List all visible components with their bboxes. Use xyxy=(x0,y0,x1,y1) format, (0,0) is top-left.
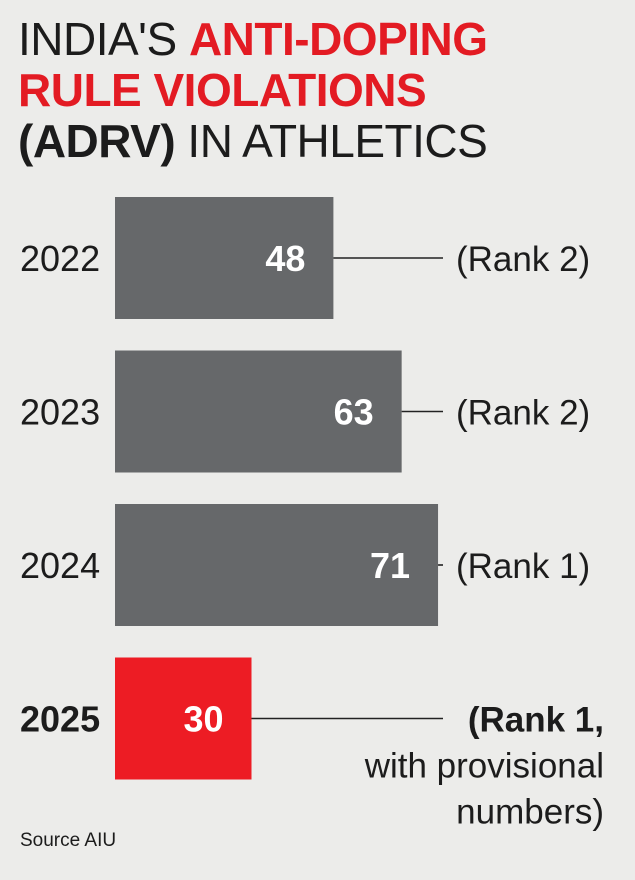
bar-2022 xyxy=(115,197,334,319)
bar-2023 xyxy=(115,350,402,473)
bar-2024 xyxy=(115,504,439,626)
rank-annotation-2023: (Rank 2) xyxy=(456,394,590,433)
rank-annotation-2025-line-2: with provisional xyxy=(364,747,604,786)
value-label-2025: 30 xyxy=(183,699,223,740)
year-label-2022: 2022 xyxy=(20,238,100,279)
rank-annotation-2025-line-3: numbers) xyxy=(456,793,604,832)
rank-annotation-2024: (Rank 1) xyxy=(456,547,590,586)
value-label-2022: 48 xyxy=(265,238,305,279)
bar-2025 xyxy=(115,657,252,780)
title-part-1: INDIA'S xyxy=(18,13,189,65)
rank-annotation-2022: (Rank 2) xyxy=(456,240,590,279)
source-note: Source AIU xyxy=(20,830,117,851)
value-label-2024: 71 xyxy=(370,545,410,586)
chart-title: INDIA'S ANTI-DOPING RULE VIOLATIONS (ADRV)… xyxy=(18,14,618,167)
year-label-2025: 2025 xyxy=(20,699,100,740)
year-label-2024: 2024 xyxy=(20,545,100,586)
title-part-2: ANTI-DOPING xyxy=(188,13,488,65)
rank-annotation-2025-line-1: (Rank 1, xyxy=(468,701,604,740)
title-part-3: RULE VIOLATIONS xyxy=(18,64,427,116)
value-label-2023: 63 xyxy=(334,392,374,433)
title-part-5: IN ATHLETICS xyxy=(175,115,488,167)
year-label-2023: 2023 xyxy=(20,392,100,433)
title-part-4: (ADRV) xyxy=(18,115,176,167)
